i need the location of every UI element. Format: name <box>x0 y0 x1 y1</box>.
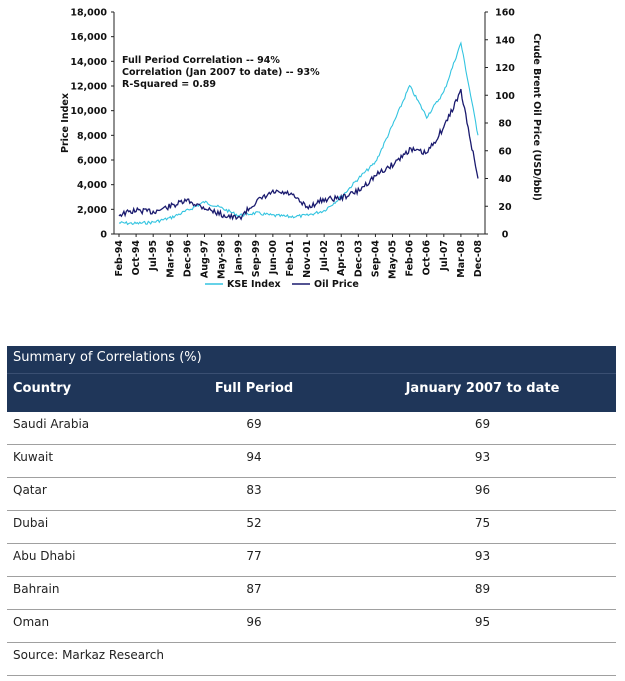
cell-jan-2007: 93 <box>474 450 491 464</box>
series-line-kse-index <box>118 41 479 226</box>
x-tick-label: Aug-97 <box>199 240 210 278</box>
cell-full-period: 77 <box>246 549 262 563</box>
x-tick-label: Dec-08 <box>473 240 484 278</box>
right-axis-title: Crude Brent Oil Price (USD/bbl) <box>531 33 542 201</box>
x-tick-label: Apr-03 <box>336 240 347 276</box>
cell-jan-2007: 96 <box>474 483 491 497</box>
chart-axes: 0 2,000 4,000 6,000 8,000 10,000 12,000 14,000 1… <box>60 8 542 279</box>
left-tick-label: 6,000 <box>77 156 107 167</box>
right-tick-label: 20 <box>498 202 512 213</box>
cell-jan-2007: 95 <box>474 615 491 629</box>
cell-country: Kuwait <box>13 450 54 464</box>
cell-jan-2007: 89 <box>474 582 491 596</box>
cell-country: Abu Dhabi <box>13 549 76 563</box>
x-tick-label: Mar-08 <box>456 240 467 278</box>
left-tick-label: 18,000 <box>70 8 107 19</box>
x-tick-label: Sep-99 <box>251 240 262 277</box>
left-tick-label: 10,000 <box>70 106 107 117</box>
x-tick-label: Feb-94 <box>114 240 125 277</box>
table-row: Bahrain 87 89 <box>7 577 616 610</box>
x-tick-label: May-05 <box>388 240 399 279</box>
kse-oil-chart: 0 2,000 4,000 6,000 8,000 10,000 12,000 14,000 1… <box>60 8 542 291</box>
cell-jan-2007: 93 <box>474 549 491 563</box>
table-source: Source: Markaz Research <box>7 643 616 676</box>
column-header-full-period: Full Period <box>214 381 294 396</box>
right-tick-label: 120 <box>495 63 515 74</box>
series-line-oil-price <box>118 88 479 221</box>
x-tick-label: Jul-02 <box>319 240 330 272</box>
table-row: Qatar 83 96 <box>7 478 616 511</box>
x-tick-label: Jun-00 <box>268 240 279 276</box>
right-tick-label: 100 <box>495 91 515 102</box>
right-tick-label: 80 <box>498 119 512 130</box>
table-row: Abu Dhabi 77 93 <box>7 544 616 577</box>
cell-country: Qatar <box>13 483 47 497</box>
column-header-jan-2007: January 2007 to date <box>405 381 560 396</box>
cell-jan-2007: 69 <box>474 417 491 431</box>
correlation-table: Summary of Correlations (%) Country Full… <box>7 346 616 676</box>
left-axis-title: Price Index <box>60 93 71 153</box>
cell-country: Dubai <box>13 516 49 530</box>
cell-country: Oman <box>13 615 50 629</box>
x-tick-label: Jul-07 <box>439 240 450 272</box>
chart-annotation: R-Squared = 0.89 <box>122 79 216 90</box>
left-tick-label: 12,000 <box>70 82 107 93</box>
cell-full-period: 87 <box>246 582 262 596</box>
right-tick-label: 0 <box>502 230 509 241</box>
x-tick-label: Mar-96 <box>165 240 176 278</box>
left-tick-label: 16,000 <box>70 32 107 43</box>
cell-jan-2007: 75 <box>474 516 491 530</box>
left-tick-label: 4,000 <box>77 180 107 191</box>
cell-country: Bahrain <box>13 582 60 596</box>
table-row: Saudi Arabia 69 69 <box>7 412 616 445</box>
left-tick-label: 8,000 <box>77 131 107 142</box>
chart-annotations: Full Period Correlation -- 94%Correlatio… <box>122 55 320 90</box>
right-tick-label: 60 <box>498 146 512 157</box>
legend-label: KSE Index <box>227 279 281 290</box>
x-tick-label: Jan-99 <box>234 240 245 275</box>
chart-annotation: Full Period Correlation -- 94% <box>122 55 280 66</box>
column-header-country: Country <box>13 381 72 396</box>
x-tick-label: May-98 <box>217 240 228 279</box>
x-tick-label: Feb-06 <box>405 240 416 277</box>
table-row: Kuwait 94 93 <box>7 445 616 478</box>
cell-full-period: 83 <box>246 483 262 497</box>
chart-annotation: Correlation (Jan 2007 to date) -- 93% <box>122 67 320 78</box>
cell-full-period: 52 <box>246 516 262 530</box>
table-title: Summary of Correlations (%) <box>7 346 616 374</box>
x-tick-label: Oct-94 <box>131 240 142 276</box>
cell-country: Saudi Arabia <box>13 417 90 431</box>
left-tick-label: 2,000 <box>77 205 107 216</box>
x-tick-label: Dec-96 <box>182 240 193 278</box>
chart-legend: KSE Index Oil Price <box>205 279 359 290</box>
table-row: Oman 96 95 <box>7 610 616 643</box>
legend-label: Oil Price <box>314 279 359 290</box>
x-tick-label: Nov-01 <box>302 240 313 278</box>
x-tick-label: Jul-95 <box>148 240 159 272</box>
cell-full-period: 96 <box>246 615 262 629</box>
x-tick-label: Oct-06 <box>422 240 433 276</box>
right-tick-label: 40 <box>498 174 512 185</box>
table-header: Country Full Period January 2007 to date <box>7 374 616 412</box>
cell-full-period: 94 <box>246 450 262 464</box>
left-tick-label: 14,000 <box>70 57 107 68</box>
x-tick-label: Feb-01 <box>285 240 296 277</box>
left-tick-label: 0 <box>100 230 107 241</box>
x-tick-label: Dec-03 <box>353 240 364 277</box>
x-tick-label: Sep-04 <box>370 240 381 278</box>
cell-full-period: 69 <box>246 417 262 431</box>
chart-series <box>118 41 479 226</box>
right-tick-label: 140 <box>495 35 515 46</box>
table-row: Dubai 52 75 <box>7 511 616 544</box>
right-tick-label: 160 <box>495 8 515 19</box>
